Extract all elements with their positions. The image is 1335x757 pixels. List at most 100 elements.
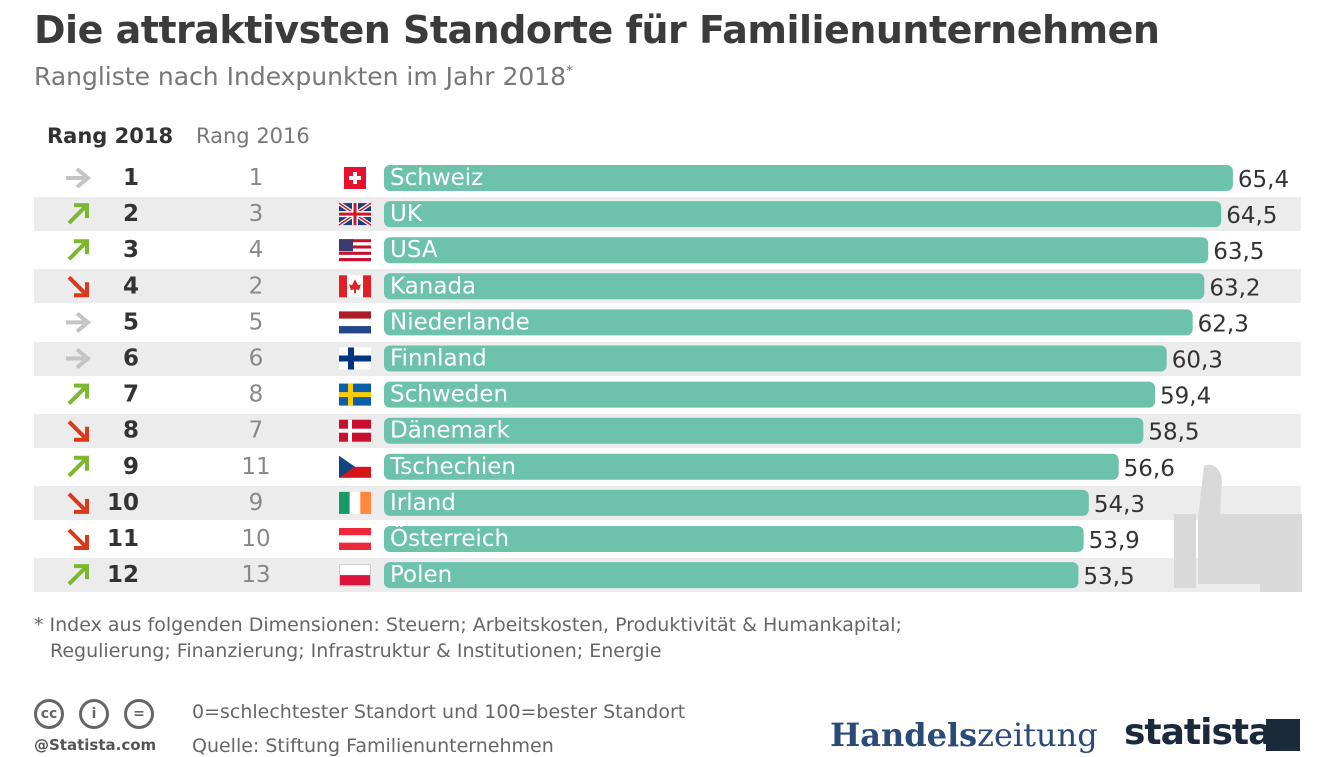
statista-credit[interactable]: @Statista.com: [34, 736, 157, 754]
canada-flag-icon: [339, 275, 371, 298]
switzerland-flag-icon: [344, 167, 366, 189]
rank-2016: 1: [249, 165, 264, 191]
bar-value-label: 59,4: [1160, 384, 1211, 410]
equal-icon: =: [124, 699, 154, 729]
footnote-line-1: * Index aus folgenden Dimensionen: Steue…: [34, 614, 902, 636]
rank-2018: 8: [123, 418, 139, 444]
czech-flag-icon: [339, 455, 371, 478]
rank-2016: 5: [249, 309, 264, 335]
bar-value-label: 53,5: [1083, 564, 1134, 590]
rank-2016: 10: [241, 526, 270, 552]
rank-2018: 9: [123, 454, 139, 480]
bar: [384, 489, 1089, 516]
rank-2016: 3: [249, 201, 264, 227]
bar-category-label: UK: [390, 201, 423, 227]
bar-value-label: 53,9: [1089, 528, 1140, 554]
rank-2018: 1: [123, 165, 139, 191]
bar: [384, 345, 1167, 372]
bar-category-label: USA: [390, 237, 438, 263]
rank-2016: 8: [249, 382, 264, 408]
bar: [384, 453, 1119, 480]
source-note[interactable]: Quelle: Stiftung Familienunternehmen: [192, 735, 554, 757]
chart-subtitle: Rangliste nach Indexpunkten im Jahr 2018…: [34, 62, 574, 91]
trend-up-icon: [67, 564, 89, 586]
trend-same-icon: [66, 347, 92, 370]
ireland-flag-icon: [339, 491, 371, 514]
bar-value-label: 54,3: [1094, 492, 1145, 518]
bar: [384, 201, 1222, 228]
rank-2016: 2: [249, 273, 264, 299]
rank-2016: 11: [241, 454, 270, 480]
rank-2016: 13: [241, 562, 270, 588]
denmark-flag-icon: [339, 419, 371, 442]
statista-logo-mark: [1266, 719, 1300, 751]
rank-2018: 4: [123, 273, 139, 299]
finland-flag-icon: [339, 347, 371, 370]
bar-value-label: 63,2: [1209, 275, 1260, 301]
usa-flag-icon: [339, 239, 371, 262]
rank-2018: 12: [107, 562, 139, 588]
bar: [384, 309, 1193, 336]
bar: [384, 526, 1084, 552]
bar-value-label: 60,3: [1172, 348, 1223, 374]
bar-category-label: Tschechien: [389, 454, 516, 480]
rank-2018: 10: [107, 490, 139, 516]
chart-title: Die attraktivsten Standorte für Familien…: [34, 8, 1160, 52]
bar-value-label: 64,5: [1226, 203, 1277, 229]
austria-flag-icon: [339, 528, 371, 550]
column-header-rank-2016: Rang 2016: [196, 124, 310, 148]
bar-value-label: 56,6: [1124, 456, 1175, 482]
bar-category-label: Irland: [390, 490, 456, 516]
trend-down-icon: [67, 492, 89, 514]
bar-category-label: Dänemark: [390, 418, 510, 444]
trend-down-icon: [67, 420, 89, 442]
rank-2018: 2: [123, 201, 139, 227]
bar: [384, 237, 1209, 264]
column-header-rank-2018: Rang 2018: [47, 124, 174, 148]
handelszeitung-logo: Handelszeitung: [830, 716, 1098, 754]
rank-2018: 11: [107, 526, 139, 552]
footnote-marker: *: [566, 63, 574, 80]
rank-2018: 6: [123, 346, 139, 372]
bar-value-label: 62,3: [1198, 311, 1249, 337]
trend-same-icon: [66, 311, 92, 333]
attribution-icon: i: [79, 699, 109, 729]
bar-value-label: 63,5: [1213, 239, 1264, 265]
rank-2018: 7: [123, 382, 139, 408]
bar-category-label: Polen: [390, 562, 452, 588]
bar-category-label: Finnland: [390, 346, 487, 372]
bar: [384, 381, 1156, 408]
bar-category-label: Schweiz: [390, 165, 483, 191]
cc-icon: cc: [34, 699, 64, 729]
trend-up-icon: [67, 239, 89, 261]
bar-category-label: Niederlande: [390, 309, 530, 335]
statista-logo: statista: [1124, 712, 1272, 753]
uk-flag-icon: [337, 201, 373, 227]
trend-up-icon: [67, 383, 89, 406]
bar: [384, 417, 1144, 444]
rank-2016: 7: [249, 418, 264, 444]
bar-value-label: 58,5: [1148, 420, 1199, 446]
trend-down-icon: [67, 275, 89, 298]
trend-up-icon: [67, 203, 89, 225]
bar: [384, 562, 1079, 589]
bar-category-label: Österreich: [390, 524, 509, 552]
footnote-line-2: Regulierung; Finanzierung; Infrastruktur…: [50, 640, 662, 662]
rank-2016: 9: [249, 490, 264, 516]
bar-category-label: Kanada: [390, 273, 476, 299]
trend-up-icon: [67, 455, 89, 478]
bar: [384, 273, 1205, 300]
rank-2018: 3: [123, 237, 139, 263]
trend-down-icon: [67, 528, 89, 550]
poland-flag-icon: [339, 564, 371, 587]
sweden-flag-icon: [339, 383, 371, 406]
bar-value-label: 65,4: [1238, 167, 1289, 193]
trend-same-icon: [66, 167, 92, 189]
bar: [384, 165, 1233, 191]
rank-2016: 6: [249, 346, 264, 372]
rank-2018: 5: [123, 309, 139, 335]
thumbs-up-icon: [1174, 464, 1302, 592]
scale-legend: 0=schlechtester Standort und 100=bester …: [192, 701, 686, 723]
rank-2016: 4: [249, 237, 264, 263]
